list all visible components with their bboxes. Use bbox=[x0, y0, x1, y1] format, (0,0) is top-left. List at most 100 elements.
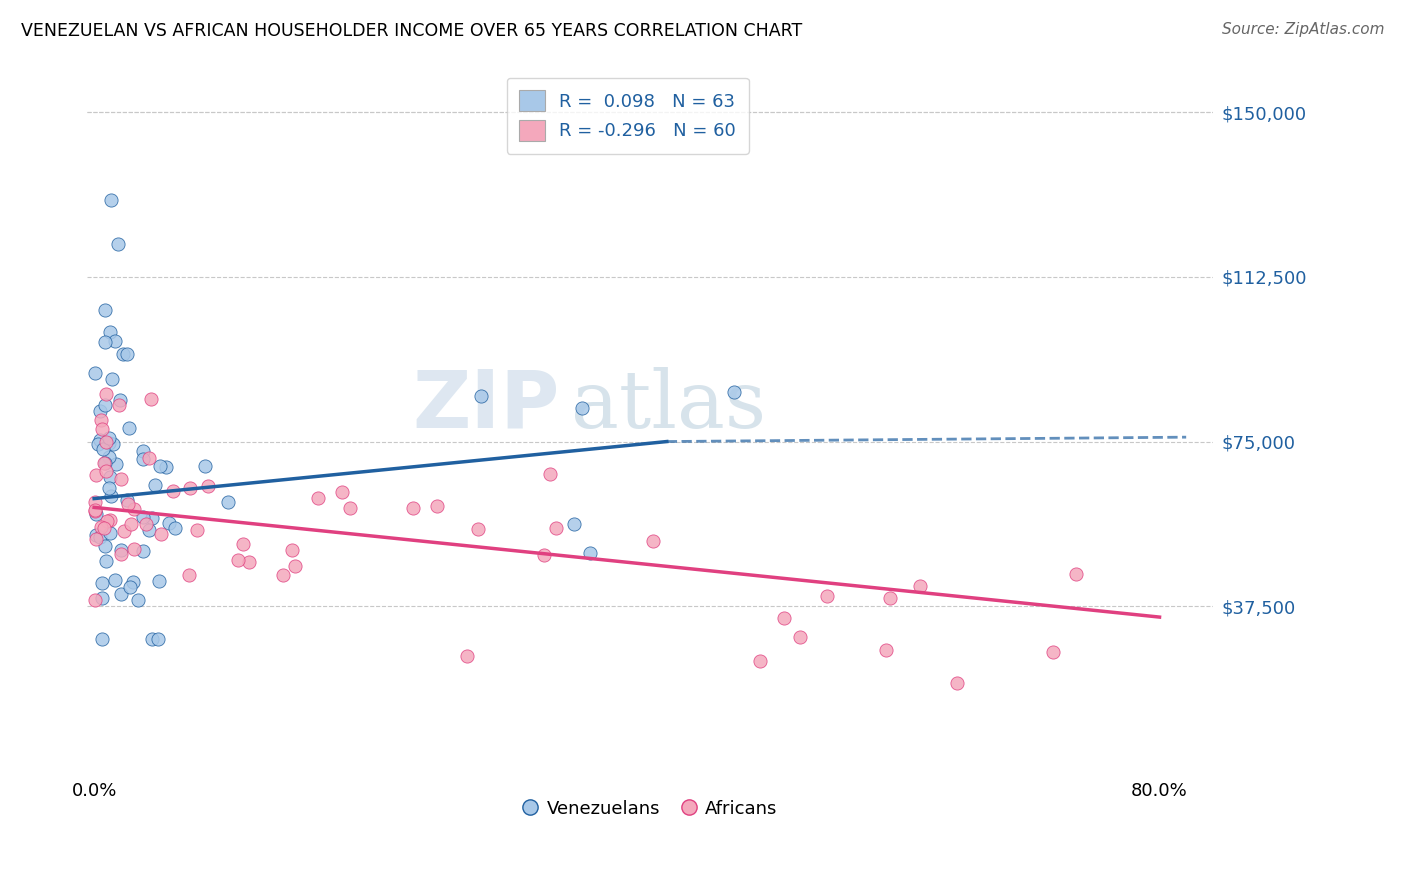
Point bbox=[94, 464, 117, 478]
Point bbox=[562, 517, 585, 532]
Point bbox=[226, 553, 249, 567]
Point bbox=[90, 632, 112, 646]
Point bbox=[284, 559, 307, 574]
Point bbox=[84, 507, 107, 521]
Point bbox=[94, 434, 117, 449]
Point bbox=[148, 632, 170, 646]
Point bbox=[339, 500, 361, 515]
Point bbox=[98, 525, 121, 540]
Point bbox=[155, 460, 177, 475]
Point bbox=[120, 516, 142, 531]
Point bbox=[108, 398, 131, 412]
Point bbox=[93, 539, 115, 553]
Point bbox=[1064, 566, 1087, 581]
Point bbox=[571, 401, 593, 415]
Point bbox=[122, 501, 145, 516]
Point bbox=[467, 522, 489, 536]
Point bbox=[101, 372, 124, 386]
Point bbox=[110, 472, 132, 486]
Point bbox=[94, 334, 117, 349]
Point bbox=[773, 611, 796, 625]
Point bbox=[307, 491, 329, 505]
Point bbox=[84, 504, 107, 518]
Point bbox=[110, 547, 132, 561]
Point bbox=[402, 500, 425, 515]
Point bbox=[533, 549, 555, 563]
Point bbox=[149, 458, 172, 473]
Point bbox=[643, 533, 665, 548]
Point bbox=[84, 366, 107, 380]
Point bbox=[117, 493, 139, 508]
Point bbox=[90, 412, 112, 426]
Point bbox=[132, 452, 155, 467]
Point bbox=[280, 543, 302, 558]
Point bbox=[110, 587, 132, 601]
Point bbox=[84, 593, 107, 607]
Point bbox=[103, 437, 125, 451]
Point bbox=[141, 392, 163, 406]
Point bbox=[98, 513, 121, 527]
Point bbox=[94, 456, 117, 470]
Point bbox=[141, 632, 163, 646]
Point bbox=[271, 568, 294, 582]
Text: VENEZUELAN VS AFRICAN HOUSEHOLDER INCOME OVER 65 YEARS CORRELATION CHART: VENEZUELAN VS AFRICAN HOUSEHOLDER INCOME… bbox=[21, 22, 803, 40]
Point bbox=[330, 485, 353, 500]
Point bbox=[217, 495, 239, 509]
Point bbox=[98, 469, 121, 483]
Point bbox=[89, 530, 111, 544]
Point bbox=[789, 630, 811, 644]
Point bbox=[105, 457, 128, 471]
Point bbox=[94, 302, 117, 317]
Point bbox=[127, 592, 149, 607]
Point bbox=[538, 467, 561, 481]
Point bbox=[157, 516, 180, 531]
Point bbox=[238, 555, 260, 569]
Point bbox=[578, 546, 600, 560]
Point bbox=[135, 516, 157, 531]
Point bbox=[84, 527, 107, 541]
Point bbox=[86, 437, 108, 451]
Point bbox=[104, 334, 127, 348]
Point bbox=[723, 385, 745, 400]
Point bbox=[108, 393, 131, 408]
Point bbox=[817, 589, 839, 603]
Point bbox=[179, 568, 201, 582]
Point bbox=[84, 502, 107, 516]
Point bbox=[232, 536, 254, 550]
Point bbox=[97, 436, 120, 450]
Point bbox=[749, 654, 772, 668]
Point bbox=[163, 521, 186, 535]
Point bbox=[470, 389, 492, 403]
Point bbox=[114, 524, 136, 538]
Point bbox=[149, 526, 172, 541]
Point bbox=[132, 544, 155, 558]
Point bbox=[107, 237, 129, 252]
Text: ZIP: ZIP bbox=[413, 367, 560, 444]
Point bbox=[544, 521, 567, 535]
Point bbox=[117, 347, 139, 361]
Point bbox=[100, 489, 122, 503]
Point bbox=[91, 591, 114, 605]
Point bbox=[112, 347, 135, 361]
Point bbox=[89, 404, 111, 418]
Point bbox=[908, 579, 931, 593]
Legend: Venezuelans, Africans: Venezuelans, Africans bbox=[516, 792, 785, 825]
Point bbox=[89, 434, 111, 448]
Point bbox=[91, 442, 114, 456]
Point bbox=[93, 456, 115, 470]
Point bbox=[118, 421, 141, 435]
Point bbox=[186, 524, 208, 538]
Point bbox=[1042, 645, 1064, 659]
Point bbox=[93, 521, 115, 535]
Point bbox=[148, 574, 170, 588]
Point bbox=[179, 481, 201, 495]
Point bbox=[84, 495, 107, 509]
Point bbox=[138, 451, 160, 466]
Point bbox=[122, 574, 145, 589]
Point bbox=[426, 499, 449, 513]
Point bbox=[103, 573, 125, 587]
Point bbox=[100, 193, 122, 207]
Point bbox=[90, 575, 112, 590]
Point bbox=[91, 422, 114, 436]
Point bbox=[194, 458, 217, 473]
